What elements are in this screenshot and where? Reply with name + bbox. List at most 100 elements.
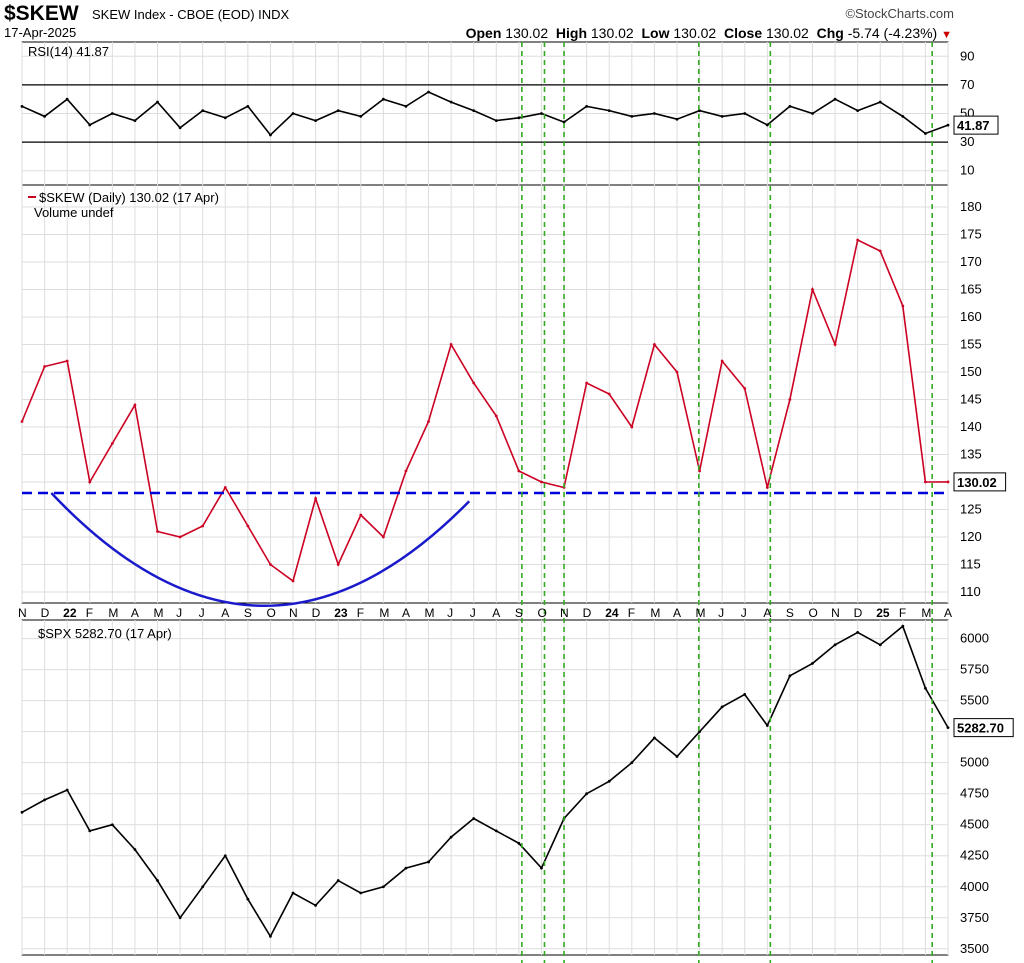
skew-series-line: [21, 238, 949, 583]
x-tick-label: J: [447, 606, 453, 620]
rsi-data-point: [20, 104, 24, 108]
skew-last-value-label: 130.02: [957, 475, 997, 490]
close-value: 130.02: [766, 25, 809, 41]
skew-y-tick-label: 135: [960, 447, 982, 462]
chg-value: -5.74 (-4.23%): [847, 25, 938, 41]
skew-data-point: [878, 249, 882, 253]
volume-legend: Volume undef: [34, 205, 114, 220]
spx-data-point: [856, 631, 860, 634]
spx-data-point: [88, 829, 92, 833]
rsi-series-line: [21, 91, 949, 137]
skew-data-point: [765, 486, 769, 489]
x-tick-label: A: [673, 606, 681, 620]
rsi-data-point: [133, 119, 137, 123]
x-tick-label: 22: [63, 606, 77, 620]
rsi-data-point: [449, 100, 453, 104]
skew-y-tick-label: 150: [960, 364, 982, 379]
rsi-data-point: [65, 97, 69, 101]
spx-data-point: [246, 897, 250, 901]
rsi-data-point: [562, 120, 566, 124]
spx-data-point: [607, 779, 611, 783]
rsi-data-point: [472, 109, 476, 113]
spx-data-point: [449, 835, 453, 839]
skew-data-point: [720, 359, 724, 363]
rsi-last-value-label: 41.87: [957, 118, 990, 133]
spx-data-point: [811, 662, 814, 665]
x-tick-label: O: [266, 606, 275, 620]
spx-last-value-label: 5282.70: [957, 721, 1004, 736]
rsi-data-point: [946, 123, 950, 127]
skew-data-point: [404, 469, 408, 473]
spx-data-point: [517, 841, 521, 845]
rsi-data-point: [43, 114, 46, 118]
spx-data-point: [336, 879, 340, 882]
rsi-data-point: [336, 109, 340, 113]
brand-logo[interactable]: ©StockCharts.com: [845, 6, 954, 21]
spx-y-tick-label: 5750: [960, 662, 989, 677]
spx-data-point: [901, 624, 905, 628]
skew-y-tick-label: 175: [960, 227, 982, 242]
x-tick-label: S: [515, 606, 523, 620]
skew-last-value-box: [953, 472, 1007, 492]
rsi-data-point: [156, 100, 159, 104]
spx-data-point: [675, 755, 679, 758]
rsi-data-point: [833, 97, 837, 101]
spx-data-point: [540, 866, 543, 870]
down-arrow-icon: ▼: [941, 29, 952, 41]
rsi-data-point: [88, 123, 92, 127]
spx-data-point: [652, 736, 656, 740]
rsi-y-tick-label: 70: [960, 77, 974, 92]
x-tick-label: N: [560, 606, 569, 620]
x-tick-label: A: [763, 606, 771, 620]
x-tick-label: M: [108, 606, 118, 620]
skew-data-point: [607, 392, 611, 396]
spx-last-value-box: [953, 718, 1014, 738]
skew-data-point: [924, 480, 927, 484]
ohlc-summary: Open 130.02 High 130.02 Low 130.02 Close…: [466, 25, 952, 41]
skew-data-point: [20, 420, 24, 423]
close-label: Close: [724, 25, 763, 41]
price-panel-frame: [21, 184, 949, 604]
high-value: 130.02: [590, 25, 634, 41]
spx-y-tick-label: 4750: [960, 786, 989, 801]
rsi-data-point: [314, 119, 318, 123]
skew-data-point: [585, 381, 589, 385]
x-tick-label: O: [808, 606, 817, 620]
rsi-data-point: [878, 100, 882, 104]
rsi-data-point: [517, 116, 521, 120]
x-tick-label: M: [696, 606, 706, 620]
spx-data-point: [133, 848, 137, 851]
spx-data-point: [720, 705, 724, 709]
x-tick-label: 24: [605, 606, 619, 620]
spx-y-tick-label: 5000: [960, 755, 989, 770]
skew-data-point: [946, 480, 950, 484]
x-tick-label: M: [921, 606, 931, 620]
symbol-title: $SKEW: [4, 2, 79, 25]
spx-data-point: [223, 854, 227, 858]
skew-y-tick-label: 120: [960, 529, 982, 544]
spx-data-point: [494, 829, 498, 833]
open-label: Open: [465, 25, 502, 41]
rsi-data-point: [675, 117, 679, 121]
rsi-y-tick-label: 30: [960, 134, 974, 149]
open-value: 130.02: [505, 25, 549, 41]
rsi-last-value-box: [953, 115, 999, 135]
spx-y-tick-label: 3500: [960, 941, 989, 956]
x-tick-label: M: [154, 606, 164, 620]
spx-data-point: [833, 643, 837, 647]
skew-data-point: [336, 563, 340, 566]
x-tick-label: M: [379, 606, 389, 620]
spx-data-point: [291, 891, 295, 895]
spx-data-point: [110, 823, 114, 827]
skew-data-point: [88, 480, 92, 484]
rsi-data-point: [720, 114, 724, 118]
rsi-data-point: [201, 109, 205, 113]
skew-data-point: [517, 469, 521, 473]
x-tick-label: M: [650, 606, 660, 620]
rsi-data-point: [901, 114, 905, 118]
spx-data-point: [43, 798, 46, 802]
spx-data-point: [946, 726, 950, 730]
spx-y-tick-label: 4500: [960, 817, 989, 832]
skew-data-point: [811, 288, 814, 291]
skew-data-point: [133, 403, 137, 407]
